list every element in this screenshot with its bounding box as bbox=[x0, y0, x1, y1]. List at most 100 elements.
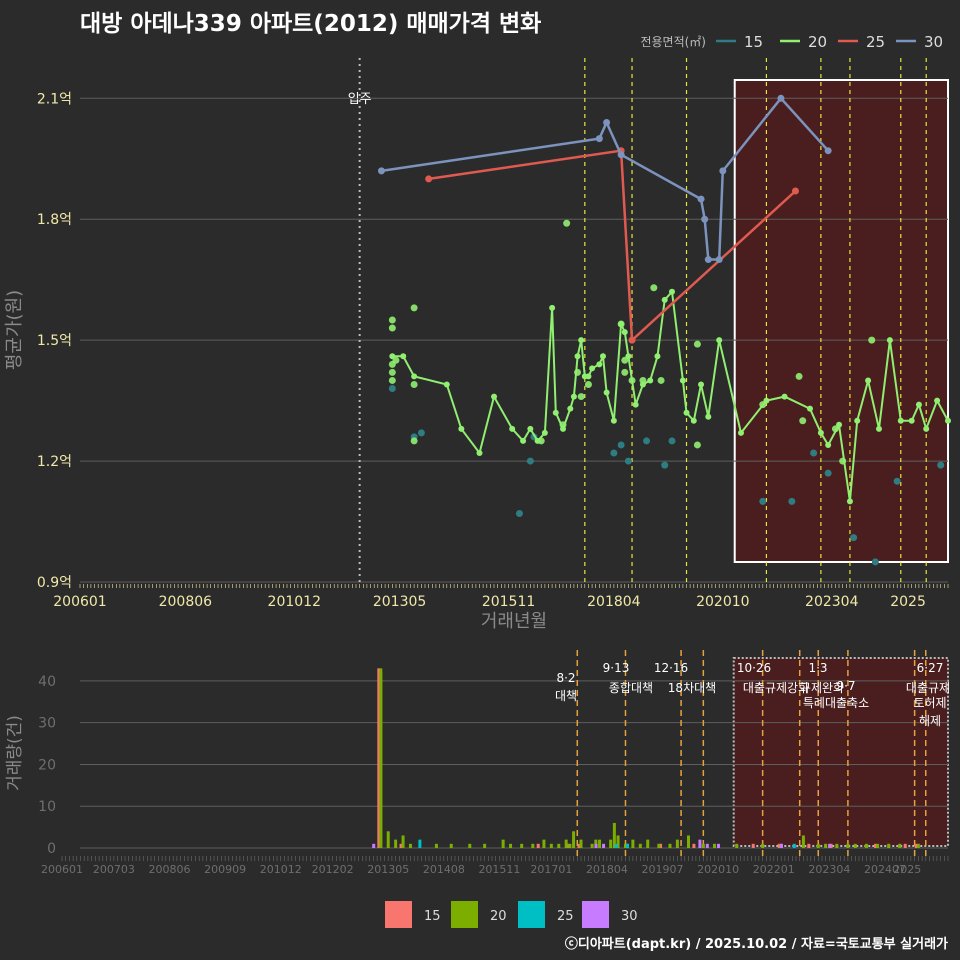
x-tick-label: 2025 bbox=[890, 594, 926, 610]
series-line-25 bbox=[428, 149, 797, 343]
point-20 bbox=[865, 377, 872, 384]
bar-15 bbox=[692, 843, 696, 848]
move-in-label: 입주 bbox=[348, 92, 372, 107]
lower-legend-label-25: 25 bbox=[557, 909, 574, 924]
lower-x-tick-label: 202304 bbox=[808, 863, 850, 876]
point-20 bbox=[716, 337, 723, 344]
point-20 bbox=[560, 425, 567, 432]
point-20 bbox=[661, 296, 668, 303]
point-15 bbox=[624, 457, 632, 465]
bar-20 bbox=[386, 831, 390, 848]
point-20 bbox=[915, 401, 922, 408]
point-20 bbox=[552, 409, 559, 416]
point-20 bbox=[578, 337, 585, 344]
bar-15 bbox=[914, 843, 918, 848]
point-20 bbox=[654, 353, 661, 360]
bar-25 bbox=[625, 843, 629, 848]
point-20 bbox=[411, 373, 418, 380]
bar-20 bbox=[916, 843, 920, 848]
point-20 bbox=[817, 429, 824, 436]
point-20 bbox=[388, 324, 396, 332]
point-20 bbox=[632, 401, 639, 408]
point-15 bbox=[661, 461, 669, 469]
point-30 bbox=[603, 118, 611, 126]
bar-30 bbox=[372, 843, 376, 848]
point-30 bbox=[701, 215, 709, 223]
bar-20 bbox=[520, 843, 524, 848]
point-20 bbox=[549, 304, 556, 311]
point-20 bbox=[625, 353, 632, 360]
bar-20 bbox=[564, 839, 568, 848]
point-20 bbox=[574, 353, 581, 360]
bar-30 bbox=[698, 839, 702, 848]
lower-x-tick-label: 202201 bbox=[753, 863, 795, 876]
bar-20 bbox=[379, 672, 383, 848]
point-20 bbox=[577, 393, 585, 401]
point-20 bbox=[836, 421, 843, 428]
lower-x-tick-label: 201305 bbox=[367, 863, 409, 876]
legend-label-30: 30 bbox=[924, 33, 943, 51]
point-20 bbox=[781, 393, 788, 400]
point-30 bbox=[617, 151, 625, 159]
point-20 bbox=[945, 417, 951, 424]
lower-x-tick-label: 201701 bbox=[530, 863, 572, 876]
point-15 bbox=[617, 441, 625, 449]
point-15 bbox=[417, 429, 425, 437]
lower-x-minor-ticks bbox=[61, 856, 949, 861]
lower-legend-swatch-20 bbox=[451, 901, 478, 928]
point-20 bbox=[647, 377, 654, 384]
point-20 bbox=[698, 381, 705, 388]
point-20 bbox=[388, 368, 396, 376]
point-20 bbox=[934, 397, 941, 404]
policy-label: 해제 bbox=[919, 714, 941, 728]
point-20 bbox=[589, 365, 596, 372]
point-20 bbox=[388, 316, 396, 324]
legend-label-15: 15 bbox=[744, 33, 763, 51]
bar-20 bbox=[761, 843, 765, 848]
lower-legend-swatch-25 bbox=[518, 901, 545, 928]
x-tick-label: 202304 bbox=[805, 594, 859, 610]
point-20 bbox=[443, 381, 450, 388]
point-20 bbox=[410, 304, 418, 312]
bar-15 bbox=[377, 668, 381, 848]
point-20 bbox=[491, 393, 498, 400]
point-20 bbox=[854, 417, 861, 424]
point-20 bbox=[476, 450, 483, 457]
bar-20 bbox=[864, 843, 868, 848]
lower-x-tick-label: 201408 bbox=[423, 863, 465, 876]
bar-20 bbox=[816, 843, 820, 848]
bar-15 bbox=[903, 843, 907, 848]
bar-20 bbox=[572, 831, 576, 848]
point-20 bbox=[603, 389, 610, 396]
y-tick-label: 1.2억 bbox=[37, 454, 72, 470]
bar-20 bbox=[449, 843, 453, 848]
point-15 bbox=[788, 497, 796, 505]
point-30 bbox=[715, 256, 723, 264]
bar-20 bbox=[638, 843, 642, 848]
legend-title: 전용면적(㎡) bbox=[640, 35, 706, 49]
point-30 bbox=[377, 167, 385, 175]
point-15 bbox=[515, 509, 523, 517]
policy-label: 9·7 bbox=[836, 679, 855, 693]
policy-label: 18차대책 bbox=[668, 680, 716, 695]
lower-highlight-zone bbox=[732, 657, 950, 847]
bar-20 bbox=[801, 835, 805, 848]
point-20 bbox=[825, 441, 832, 448]
lower-legend-swatch-30 bbox=[582, 901, 609, 928]
bar-20 bbox=[612, 822, 616, 848]
bar-20 bbox=[735, 843, 739, 848]
point-20 bbox=[846, 498, 853, 505]
point-20 bbox=[668, 288, 675, 295]
x-minor-ticks bbox=[79, 584, 949, 588]
point-20 bbox=[520, 437, 527, 444]
policy-label: 9·13 bbox=[603, 661, 630, 675]
bar-20 bbox=[668, 843, 672, 848]
policy-label: 6·27 bbox=[917, 661, 944, 675]
bar-15 bbox=[399, 843, 403, 848]
point-20 bbox=[584, 380, 592, 388]
bar-20 bbox=[675, 839, 679, 848]
point-20 bbox=[509, 425, 516, 432]
lower-x-tick-label: 2025 bbox=[893, 863, 921, 876]
point-20 bbox=[908, 417, 915, 424]
